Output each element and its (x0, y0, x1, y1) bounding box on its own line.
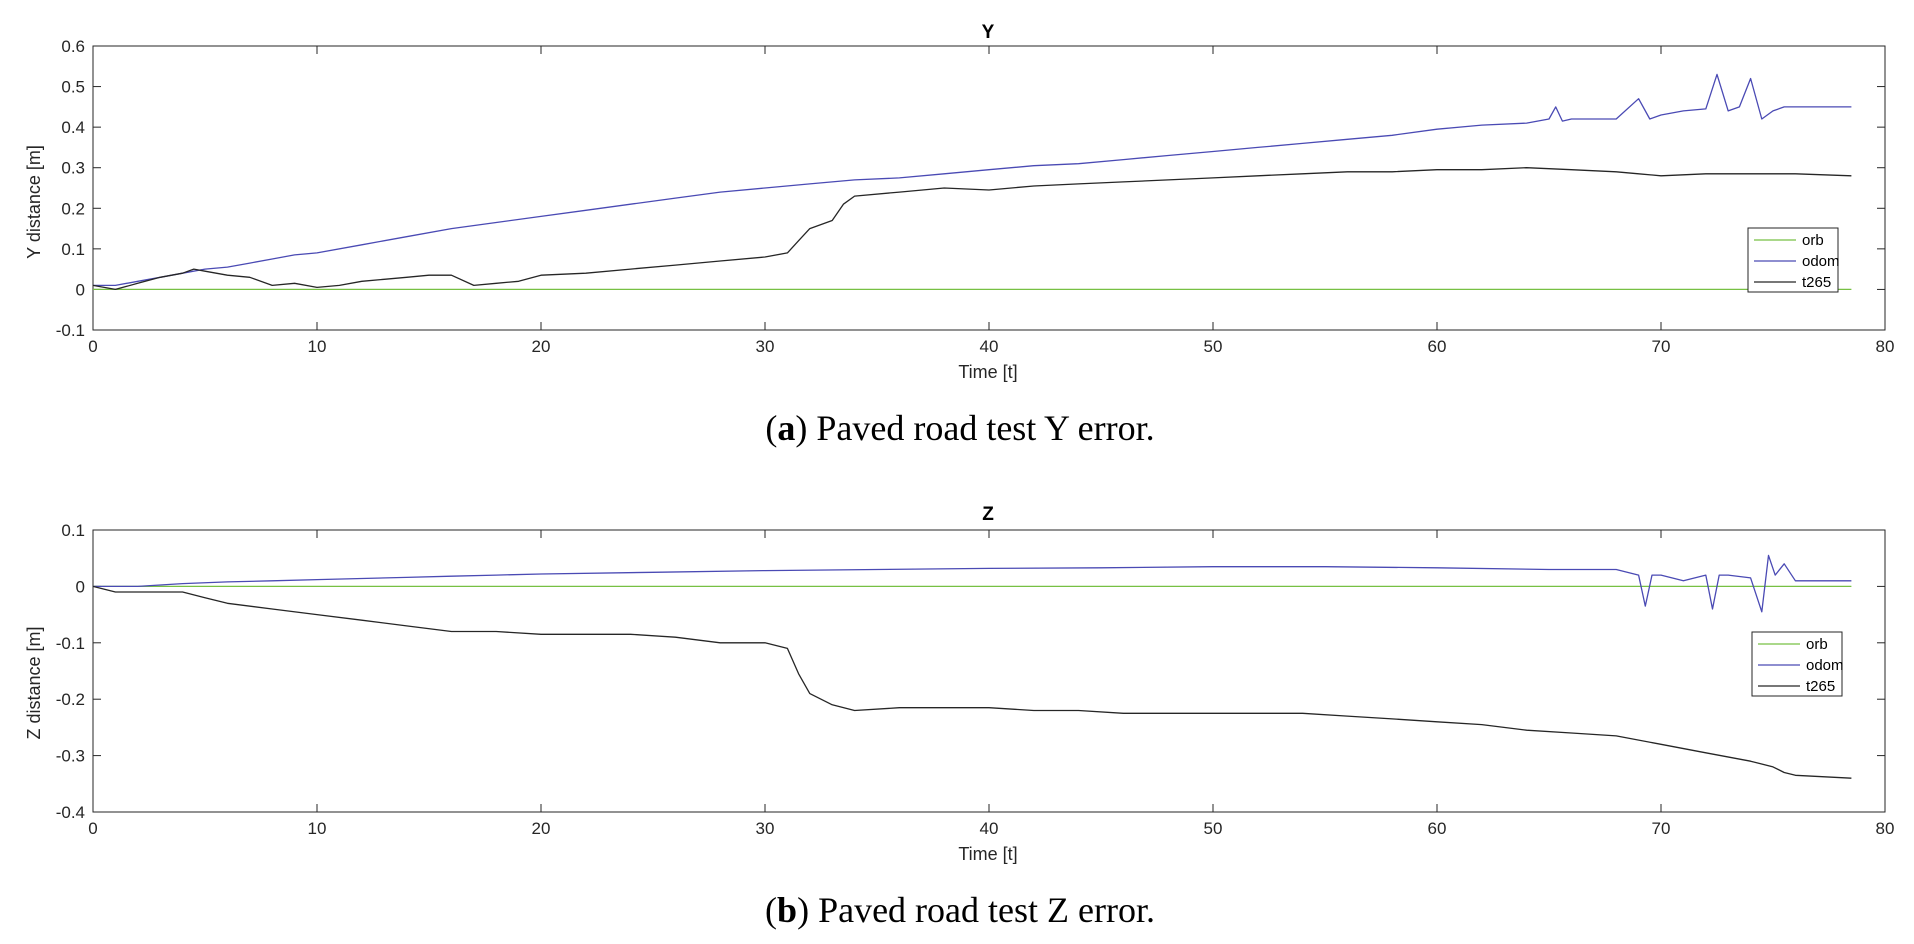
y-tick-label: 0.1 (61, 240, 85, 259)
legend: orb odom t265 (1751, 631, 1844, 697)
x-tick-label: 30 (756, 337, 775, 356)
x-axis-label: Time [t] (958, 362, 1017, 382)
y-tick-label: -0.1 (56, 321, 85, 340)
series-line-odom (93, 554, 1852, 613)
y-tick-label: 0.5 (61, 78, 85, 97)
legend-label: odom (1802, 253, 1840, 270)
x-tick-label: 50 (1204, 819, 1223, 838)
x-tick-label: 70 (1652, 819, 1671, 838)
y-tick-label: 0.3 (61, 159, 85, 178)
x-tick-label: 10 (308, 337, 327, 356)
legend-label: orb (1806, 636, 1828, 653)
caption-letter: b (777, 890, 797, 930)
x-tick-label: 0 (88, 337, 97, 356)
series-line-odom (93, 73, 1852, 287)
legend: orb odom t265 (1747, 227, 1840, 293)
x-tick-label: 40 (980, 819, 999, 838)
figure-caption: (a) Paved road test Y error. (765, 408, 1154, 448)
x-tick-label: 80 (1876, 337, 1895, 356)
plot-area: 0 10 20 30 40 50 60 70 80 -0.4 -0.3 -0.2 -0.1 0 0.1 (56, 521, 1895, 838)
x-tick-label: 70 (1652, 337, 1671, 356)
x-tick-label: 80 (1876, 819, 1895, 838)
chart-title: Y (982, 22, 995, 43)
caption-text: Paved road test Z error. (818, 890, 1155, 930)
figure-caption: (b) Paved road test Z error. (765, 890, 1155, 930)
chart-z-error: Z Z distance [m] Time [t] 0 10 20 30 40 50 60 7… (24, 504, 1894, 930)
y-tick-label: 0.6 (61, 37, 85, 56)
axes-box (92, 45, 1886, 331)
x-tick-label: 10 (308, 819, 327, 838)
y-tick-label: 0 (76, 280, 85, 299)
legend-label: t265 (1802, 274, 1831, 291)
x-tick-label: 60 (1428, 337, 1447, 356)
x-tick-label: 50 (1204, 337, 1223, 356)
x-tick-label: 30 (756, 819, 775, 838)
y-tick-label: 0.4 (61, 118, 85, 137)
y-tick-label: 0.2 (61, 199, 85, 218)
x-axis-label: Time [t] (958, 844, 1017, 864)
legend-box (1751, 631, 1843, 697)
y-tick-label: 0 (76, 577, 85, 596)
x-tick-label: 60 (1428, 819, 1447, 838)
series-line-t265 (92, 585, 1852, 779)
chart-y-error: Y Y distance [m] Time [t] 0 10 20 30 40 50 60 7… (24, 22, 1894, 448)
y-tick-label: -0.3 (56, 747, 85, 766)
y-axis-label: Y distance [m] (24, 145, 44, 259)
legend-label: t265 (1806, 678, 1835, 695)
plot-area: 0 10 20 30 40 50 60 70 80-0.100.10.20.30.40.50.6 (56, 37, 1895, 356)
x-tick-label: 20 (532, 819, 551, 838)
axes-box (92, 529, 1886, 813)
series-line-t265 (92, 167, 1852, 291)
y-tick-label: 0.1 (61, 521, 85, 540)
legend-label: orb (1802, 232, 1824, 249)
caption-letter: a (777, 408, 795, 448)
y-tick-label: -0.1 (56, 634, 85, 653)
caption-text: Paved road test Y error. (816, 408, 1154, 448)
legend-box (1747, 227, 1839, 293)
x-tick-label: 0 (88, 819, 97, 838)
chart-title: Z (982, 504, 994, 525)
y-tick-label: -0.2 (56, 690, 85, 709)
x-tick-label: 40 (980, 337, 999, 356)
y-axis-label: Z distance [m] (24, 626, 44, 739)
legend-label: odom (1806, 657, 1844, 674)
y-tick-label: -0.4 (56, 803, 85, 822)
x-tick-label: 20 (532, 337, 551, 356)
